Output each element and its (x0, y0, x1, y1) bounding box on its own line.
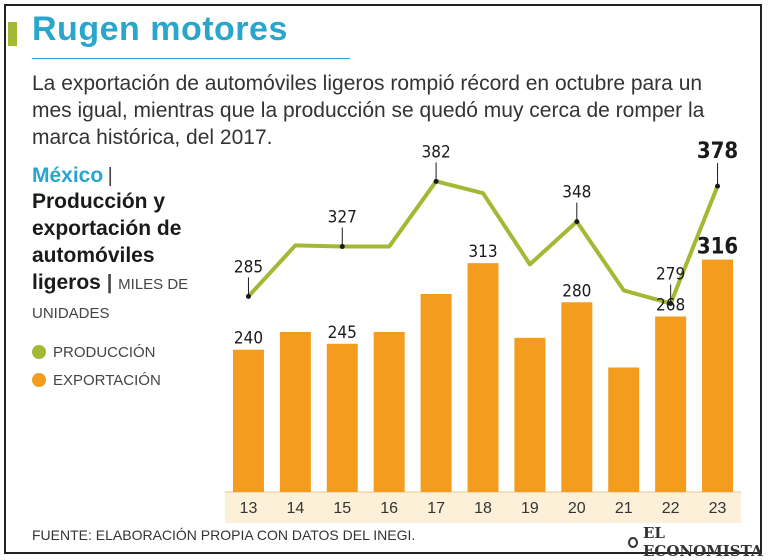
export-bar (608, 367, 640, 492)
chart-title-line: ligeros (32, 271, 101, 294)
production-data-label: 382 (421, 142, 450, 162)
page-title: Rugen motores (32, 10, 288, 48)
chart-title-line: exportación de (32, 217, 182, 240)
production-point (668, 300, 674, 306)
production-point (715, 183, 721, 189)
production-data-label: 348 (562, 183, 591, 203)
production-point (245, 293, 251, 299)
chart-title-line: automóviles (32, 244, 155, 267)
production-data-label: 279 (656, 264, 685, 284)
x-tick-label: 16 (380, 500, 398, 517)
export-bar (420, 293, 452, 492)
export-data-label: 240 (234, 329, 263, 349)
separator: | (107, 165, 113, 187)
production-point (574, 219, 580, 225)
export-bar (467, 263, 499, 492)
subtitle: La exportación de automóviles ligeros ro… (32, 72, 705, 149)
production-point (339, 244, 345, 250)
x-axis-band (225, 492, 741, 523)
production-data-label: 378 (697, 139, 738, 164)
separator: | (106, 272, 113, 294)
export-dot-icon (32, 373, 46, 387)
export-data-label: 316 (697, 235, 738, 260)
production-line (246, 179, 720, 306)
export-bar (373, 331, 405, 492)
title-accent-bar (8, 22, 17, 46)
export-bar (514, 337, 546, 492)
export-bar (232, 349, 264, 492)
legend: PRODUCCIÓN EXPORTACIÓN (32, 338, 161, 394)
legend-label: EXPORTACIÓN (53, 371, 161, 389)
export-bar (279, 331, 311, 492)
x-tick-label: 17 (427, 500, 445, 517)
title-underline (32, 58, 350, 59)
production-dot-icon (32, 345, 46, 359)
export-bar (326, 343, 358, 492)
production-point (433, 178, 439, 184)
export-data-label: 280 (562, 281, 591, 301)
brand-name: EL ECONOMISTA (642, 524, 763, 560)
x-tick-label: 23 (709, 500, 727, 517)
x-tick-label: 21 (615, 500, 633, 517)
export-bar (702, 259, 734, 492)
x-tick-label: 15 (333, 500, 351, 517)
legend-label: PRODUCCIÓN (53, 343, 156, 361)
production-data-label: 327 (328, 208, 357, 228)
x-tick-label: 19 (521, 500, 539, 517)
export-data-label: 245 (328, 323, 357, 343)
x-tick-label: 13 (240, 500, 258, 517)
brand-icon (628, 536, 638, 548)
export-data-label: 313 (468, 242, 497, 262)
legend-item-production: PRODUCCIÓN (32, 338, 161, 366)
production-data-label: 285 (234, 257, 263, 277)
chart-description: México | Producción y exportación de aut… (32, 164, 227, 327)
export-bar (561, 302, 593, 492)
units-label: MILES DE UNIDADES (32, 276, 189, 322)
source-note: FUENTE: ELABORACIÓN PROPIA CON DATOS DEL… (32, 527, 416, 543)
x-tick-label: 22 (662, 500, 680, 517)
brand-logo: EL ECONOMISTA (628, 524, 768, 560)
x-tick-label: 18 (474, 500, 492, 517)
chart-title-line: Producción y (32, 190, 166, 213)
x-tick-label: 14 (286, 500, 304, 517)
legend-item-export: EXPORTACIÓN (32, 366, 161, 394)
country-label: México (32, 164, 104, 187)
x-tick-label: 20 (568, 500, 586, 517)
export-bar (655, 316, 687, 492)
